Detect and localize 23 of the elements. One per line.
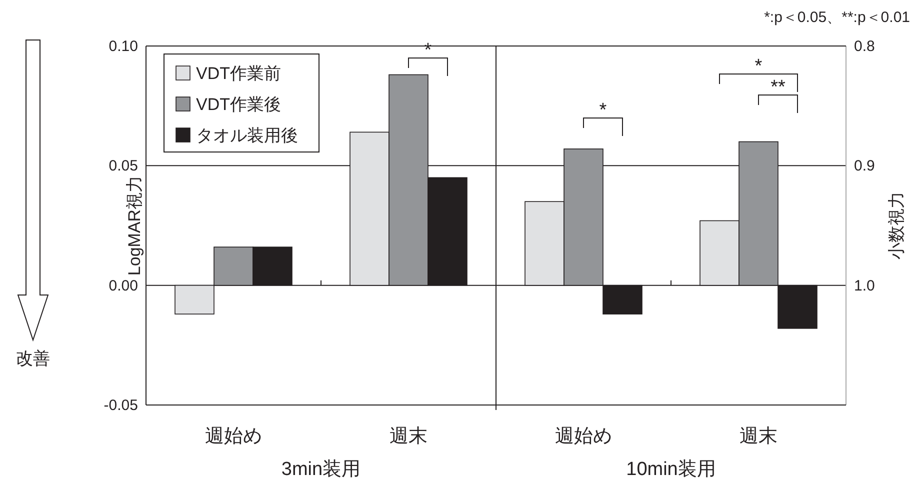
y2-tick-label: 1.0: [854, 277, 875, 294]
x-tick-label: 週末: [740, 426, 778, 447]
legend-label: VDT作業前: [196, 64, 281, 83]
y-tick-label: 0.00: [108, 277, 138, 294]
text: *:p＜0.05、**:p＜0.01: [764, 9, 910, 26]
annotation: *: [599, 100, 608, 121]
y-axis-title: LogMAR視力: [125, 175, 144, 276]
text: 改善: [16, 349, 50, 368]
annotation: **: [770, 77, 786, 98]
y2-tick-label: 0.8: [854, 38, 875, 55]
x-tick-label: 週末: [390, 426, 428, 447]
y-tick-label: 0.10: [108, 38, 138, 55]
y-tick-label: -0.05: [104, 397, 138, 414]
y2-tick-label: 0.9: [854, 158, 875, 175]
annotation: *: [754, 56, 763, 77]
y2-axis-title: 小数視力: [887, 192, 906, 260]
text: 3min装用: [281, 459, 361, 479]
x-tick-label: 週始め: [555, 426, 612, 447]
x-tick-label: 週始め: [205, 426, 262, 447]
y-tick-label: 0.05: [108, 158, 138, 175]
legend-label: タオル装用後: [196, 126, 298, 145]
text: 10min装用: [626, 459, 716, 479]
legend-label: VDT作業後: [196, 95, 281, 114]
